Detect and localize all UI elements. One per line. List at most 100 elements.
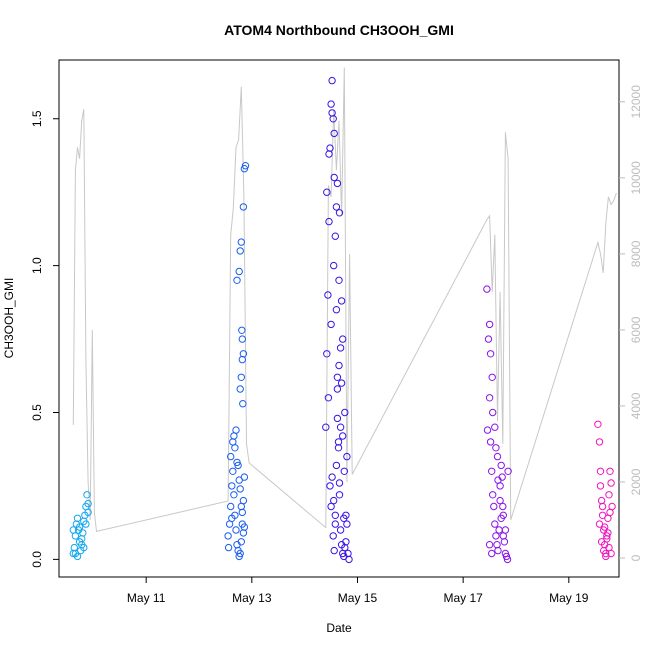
data-point	[342, 538, 350, 546]
data-point	[486, 350, 495, 358]
data-point	[331, 511, 339, 519]
data-point	[327, 502, 335, 511]
plot-frame	[58, 59, 620, 578]
data-point	[340, 467, 348, 475]
x-tick-label: May 11	[127, 591, 166, 605]
data-point	[327, 320, 335, 329]
data-point	[231, 444, 239, 452]
data-point	[236, 385, 244, 393]
data-point	[488, 373, 496, 381]
x-tick-label: May 17	[443, 591, 483, 605]
data-point	[335, 276, 343, 284]
data-point	[323, 188, 331, 196]
data-point	[331, 520, 339, 528]
data-point	[324, 394, 333, 402]
data-point	[239, 400, 247, 408]
data-point	[69, 526, 78, 534]
data-point	[326, 482, 334, 490]
data-point	[336, 344, 345, 352]
data-point	[484, 335, 493, 343]
data-point	[237, 238, 246, 246]
data-point	[603, 535, 611, 543]
data-point	[75, 523, 84, 531]
x-tick-label: May 13	[232, 591, 272, 605]
data-point	[232, 526, 240, 534]
data-point	[80, 543, 88, 552]
data-point	[328, 76, 336, 85]
data-point	[83, 491, 91, 499]
series-flight-1	[69, 491, 92, 561]
y-tick-label: 1.0	[30, 257, 44, 274]
y2-tick-label: 10000	[629, 161, 643, 195]
data-point	[327, 100, 335, 108]
data-point	[334, 444, 343, 452]
data-point	[229, 467, 237, 475]
data-point	[485, 394, 494, 402]
data-point	[329, 532, 337, 540]
data-point	[341, 408, 349, 417]
data-point	[328, 473, 336, 481]
data-point	[239, 350, 248, 358]
data-point	[236, 549, 244, 558]
data-point	[497, 461, 505, 470]
altitude-line-path	[72, 67, 617, 533]
data-point	[332, 203, 341, 211]
data-point	[339, 335, 347, 343]
data-point	[230, 491, 238, 499]
y-axis-label: CH3OOH_GMI	[2, 278, 16, 359]
data-point	[333, 385, 342, 393]
data-point	[228, 514, 236, 522]
data-point	[330, 261, 338, 270]
data-point	[485, 320, 494, 329]
data-point	[224, 532, 232, 540]
data-point	[332, 306, 341, 314]
series-flight-5	[594, 420, 616, 561]
data-point	[241, 162, 250, 170]
data-point	[235, 267, 243, 276]
data-point	[335, 361, 343, 370]
series-flight-2	[224, 162, 250, 561]
data-point	[491, 423, 499, 431]
data-point	[238, 335, 247, 343]
x-axis: May 11 May 13 May 15 May 17 May 19	[127, 577, 589, 605]
data-point	[496, 496, 504, 505]
data-point	[337, 379, 346, 387]
data-point	[333, 414, 342, 423]
y-tick-label: 0.5	[30, 404, 44, 421]
chart-title: ATOM4 Northbound CH3OOH_GMI	[224, 22, 454, 38]
data-point	[499, 502, 507, 511]
data-point	[82, 520, 90, 528]
data-point	[601, 523, 609, 531]
data-point	[325, 217, 333, 226]
data-point	[502, 552, 511, 561]
data-point	[595, 438, 604, 446]
x-tick-label: May 19	[549, 591, 589, 605]
altitude-line	[72, 67, 617, 533]
data-point	[238, 355, 247, 364]
data-point	[596, 482, 605, 490]
data-point	[493, 541, 501, 549]
data-points	[69, 76, 616, 564]
y2-tick-label: 4000	[629, 392, 643, 419]
data-point	[486, 438, 495, 446]
data-point	[340, 514, 348, 522]
data-point	[324, 291, 332, 299]
data-point	[343, 452, 351, 461]
data-point	[500, 538, 509, 546]
data-point	[330, 496, 338, 505]
data-point	[335, 479, 344, 487]
data-point	[84, 508, 92, 517]
y-tick-label: 0.0	[30, 551, 44, 568]
data-point	[330, 129, 338, 138]
y2-tick-label: 6000	[629, 316, 643, 343]
data-point	[606, 508, 614, 517]
y-tick-label: 1.5	[30, 110, 44, 127]
data-point	[333, 373, 342, 381]
data-point	[237, 502, 246, 511]
data-point	[606, 467, 614, 475]
data-point	[322, 423, 330, 431]
data-point	[238, 326, 246, 334]
data-point	[331, 232, 339, 240]
data-point	[240, 523, 249, 531]
data-point	[232, 426, 240, 434]
